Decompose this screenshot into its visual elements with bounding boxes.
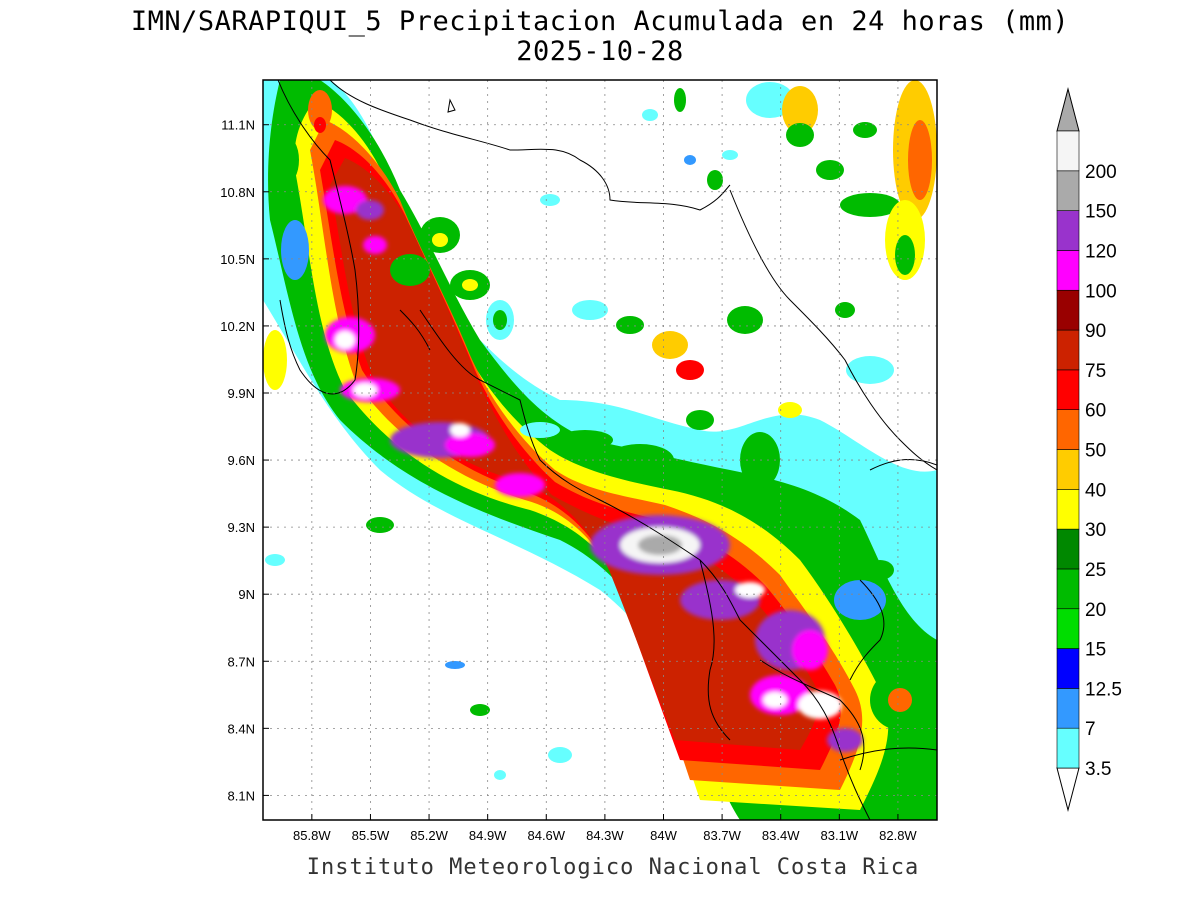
lat-tick-label: 8.1N [228, 788, 255, 803]
scattered-cells [263, 80, 937, 780]
lat-tick-label: 8.7N [228, 654, 255, 669]
footer-credit: Instituto Meteorologico Nacional Costa R… [306, 855, 920, 880]
colorbar-swatch [1056, 289, 1080, 331]
lon-tick-label: 83.4W [762, 828, 800, 843]
colorbar-swatch [1056, 688, 1080, 729]
lon-tick-label: 84W [650, 828, 677, 843]
colorbar-max-arrow [1056, 87, 1080, 132]
high-totals [323, 186, 863, 752]
lon-tick-label: 83.1W [821, 828, 859, 843]
colorbar-swatch [1056, 528, 1080, 570]
colorbar-swatch [1056, 210, 1080, 251]
lat-tick-label: 9.9N [228, 386, 255, 401]
lat-tick-label: 8.4N [228, 721, 255, 736]
colorbar-swatch [1056, 449, 1080, 490]
colorbar-label: 90 [1085, 321, 1106, 342]
colorbar-swatch [1056, 409, 1080, 450]
lat-tick-label: 9.3N [228, 520, 255, 535]
lon-tick-label: 84.3W [586, 828, 624, 843]
colorbar-label: 150 [1085, 202, 1117, 223]
colorbar-label: 50 [1085, 441, 1106, 462]
colorbar-swatch [1056, 568, 1080, 610]
lon-tick-label: 84.6W [527, 828, 565, 843]
colorbar-label: 120 [1085, 241, 1117, 262]
map-date: 2025-10-28 [516, 36, 684, 67]
colorbar-label: 25 [1085, 560, 1106, 581]
colorbar-label: 100 [1085, 281, 1117, 302]
lat-tick-label: 9.6N [228, 453, 255, 468]
lon-tick-label: 83.7W [703, 828, 741, 843]
lon-tick-label: 85.2W [410, 828, 448, 843]
lon-tick-label: 82.8W [879, 828, 917, 843]
lon-tick-label: 85.8W [293, 828, 331, 843]
colorbar-label: 20 [1085, 600, 1106, 621]
longitude-labels: 85.8W 85.5W 85.2W 84.9W 84.6W 84.3W 84W 83.7W 83… [293, 828, 917, 843]
lon-tick-label: 84.9W [469, 828, 507, 843]
colorbar-swatch [1056, 250, 1080, 291]
colorbar: 3.5 7 12.5 15 20 25 30 40 50 60 75 90 100 120 150 200 [1056, 87, 1122, 812]
colorbar-label: 15 [1085, 640, 1106, 661]
colorbar-label: 200 [1085, 162, 1117, 183]
colorbar-swatch [1056, 130, 1080, 172]
colorbar-swatch [1056, 608, 1080, 649]
lat-tick-label: 10.5N [220, 252, 255, 267]
lat-tick-label: 9N [238, 587, 255, 602]
colorbar-min-arrow [1056, 767, 1080, 812]
colorbar-swatch [1056, 369, 1080, 410]
lat-tick-label: 11.1N [221, 118, 255, 133]
map-frame [262, 79, 938, 821]
colorbar-label: 60 [1085, 401, 1106, 422]
colorbar-swatch [1056, 170, 1080, 211]
latitude-labels: 11.1N 10.8N 10.5N 10.2N 9.9N 9.6N 9.3N 9N 8.7N 8.… [220, 118, 255, 804]
colorbar-swatch [1056, 489, 1080, 530]
lat-tick-label: 10.8N [220, 185, 255, 200]
lon-tick-label: 85.5W [352, 828, 390, 843]
precipitation-field [263, 80, 937, 820]
colorbar-label: 30 [1085, 520, 1106, 541]
colorbar-label: 7 [1085, 719, 1096, 740]
colorbar-swatch [1056, 329, 1080, 371]
colorbar-label: 40 [1085, 480, 1106, 501]
colorbar-label: 75 [1085, 361, 1106, 382]
map-grid [263, 80, 937, 820]
lat-tick-label: 10.2N [220, 319, 255, 334]
map-title: IMN/SARAPIQUI_5 Precipitacion Acumulada … [130, 6, 1070, 37]
colorbar-label: 12.5 [1085, 679, 1122, 700]
colorbar-label: 3.5 [1085, 759, 1111, 780]
colorbar-swatch [1056, 648, 1080, 689]
colorbar-swatch [1056, 727, 1080, 769]
